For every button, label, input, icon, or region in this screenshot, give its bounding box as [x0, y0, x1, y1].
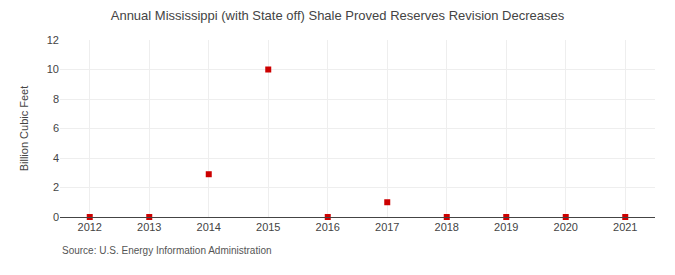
- svg-text:12: 12: [47, 34, 59, 46]
- svg-text:6: 6: [53, 122, 59, 134]
- svg-text:2021: 2021: [613, 221, 637, 233]
- svg-text:Billion Cubic Feet: Billion Cubic Feet: [18, 86, 30, 172]
- svg-text:10: 10: [47, 63, 59, 75]
- svg-text:2012: 2012: [78, 221, 102, 233]
- svg-text:2018: 2018: [435, 221, 459, 233]
- svg-text:2: 2: [53, 181, 59, 193]
- svg-text:2013: 2013: [137, 221, 161, 233]
- svg-text:2019: 2019: [494, 221, 518, 233]
- svg-text:2015: 2015: [256, 221, 280, 233]
- svg-text:Source: U.S. Energy Informatio: Source: U.S. Energy Information Administ…: [62, 245, 272, 256]
- svg-text:2014: 2014: [197, 221, 221, 233]
- svg-text:2016: 2016: [316, 221, 340, 233]
- svg-text:0: 0: [53, 211, 59, 223]
- svg-text:2017: 2017: [375, 221, 399, 233]
- svg-text:4: 4: [53, 152, 59, 164]
- svg-text:2020: 2020: [554, 221, 578, 233]
- svg-text:Annual Mississippi (with State: Annual Mississippi (with State off) Shal…: [111, 8, 565, 23]
- svg-text:8: 8: [53, 93, 59, 105]
